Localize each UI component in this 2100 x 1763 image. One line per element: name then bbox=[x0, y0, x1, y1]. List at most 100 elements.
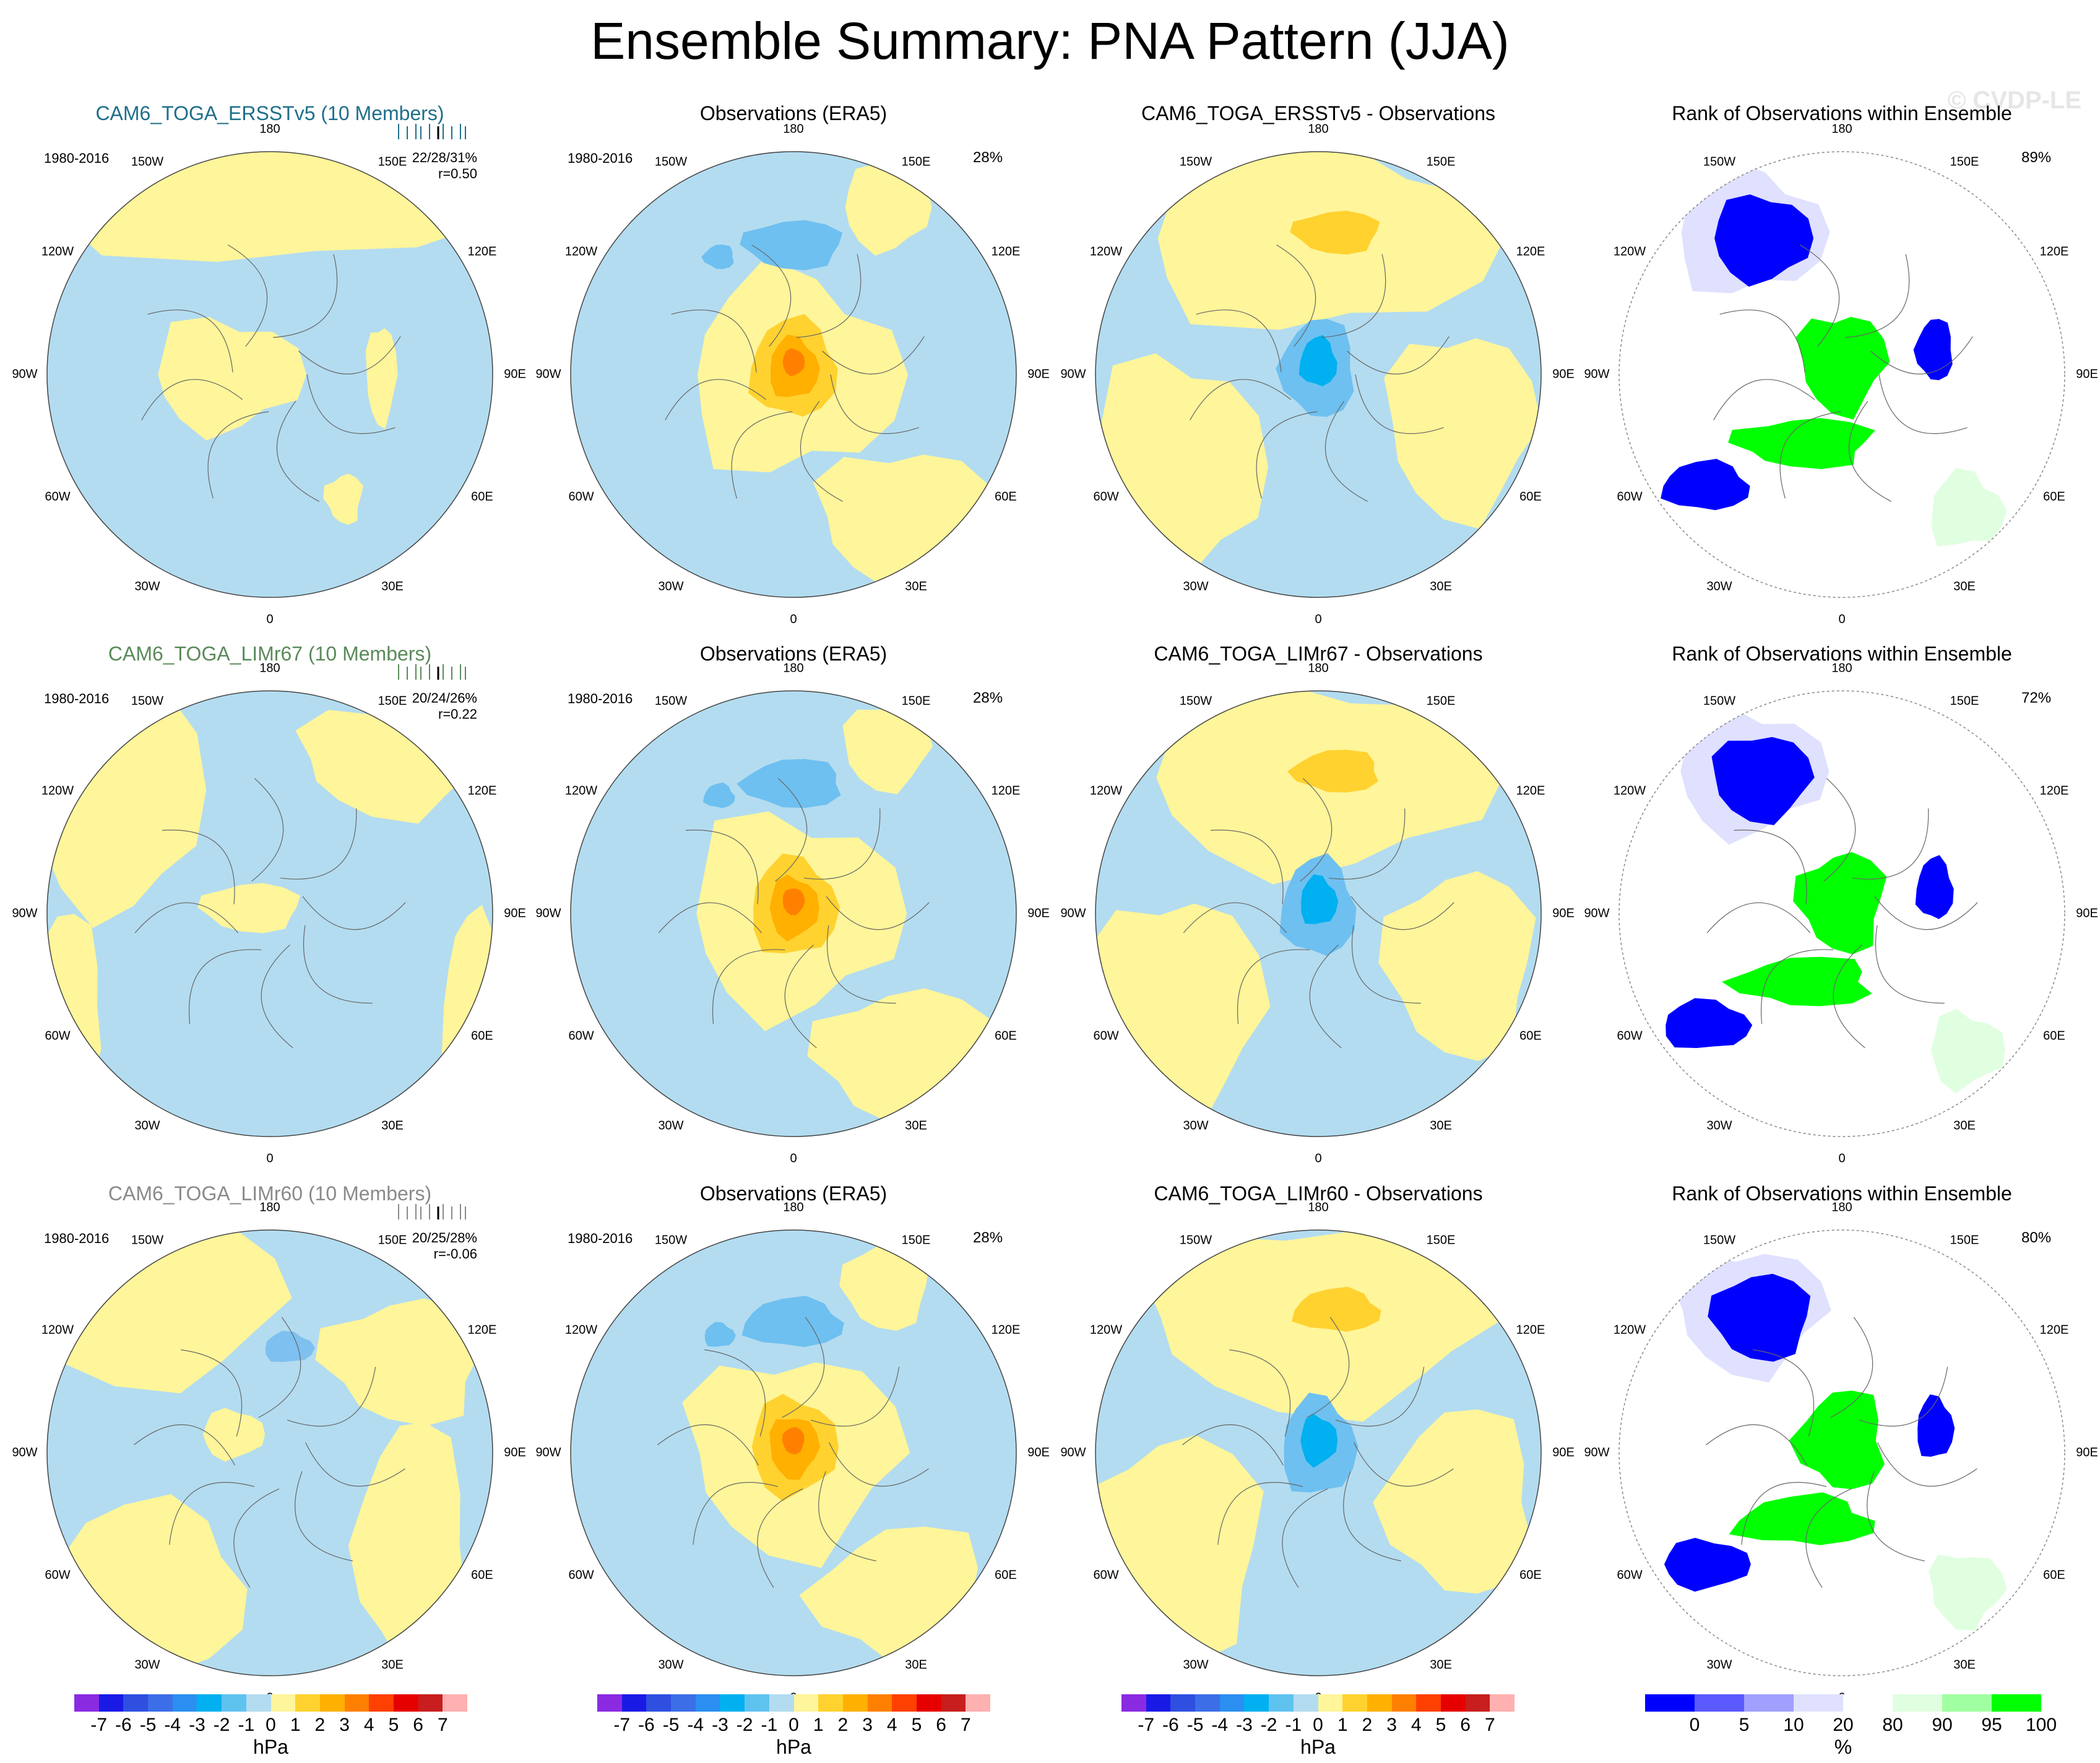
period-label: 1980-2016 bbox=[568, 691, 633, 706]
pct-colorbar-swatch bbox=[1942, 1694, 1992, 1712]
hpa-colorbar-swatch bbox=[222, 1694, 246, 1712]
coastline bbox=[305, 1442, 405, 1487]
coastline bbox=[1830, 1317, 1873, 1418]
coastline bbox=[1833, 945, 1865, 1049]
coastline bbox=[1347, 336, 1450, 375]
hpa-colorbar-swatch bbox=[1195, 1694, 1220, 1712]
model-map bbox=[46, 151, 493, 598]
coastline bbox=[302, 896, 406, 930]
longitude-label: 60W bbox=[568, 490, 594, 504]
period-label: 1980-2016 bbox=[568, 1231, 633, 1246]
map-boundary bbox=[1095, 151, 1542, 598]
longitude-label: 60E bbox=[2043, 490, 2065, 504]
hpa-colorbar-tick: 6 bbox=[936, 1715, 946, 1735]
longitude-label: 90E bbox=[1552, 906, 1575, 920]
longitude-label: 90E bbox=[1027, 906, 1050, 920]
map-boundary bbox=[46, 151, 493, 598]
hpa-colorbar-swatch bbox=[197, 1694, 222, 1712]
coastline bbox=[784, 945, 817, 1049]
longitude-label: 150W bbox=[1179, 1233, 1212, 1247]
period-label: 1980-2016 bbox=[44, 150, 110, 166]
longitude-label: 90W bbox=[535, 1445, 561, 1460]
coastline bbox=[1355, 374, 1444, 435]
coastline bbox=[757, 1488, 803, 1588]
hpa-colorbar-swatch bbox=[671, 1694, 696, 1712]
hpa-colorbar-swatch bbox=[246, 1694, 271, 1712]
longitude-label: 60W bbox=[1093, 490, 1119, 504]
obs-pct-variance: 28% bbox=[973, 690, 1003, 706]
longitude-label: 150E bbox=[378, 694, 407, 708]
coastline bbox=[228, 245, 268, 347]
longitude-label: 60W bbox=[1617, 1568, 1643, 1582]
pct-colorbar-swatch bbox=[1992, 1694, 2041, 1712]
longitude-label: 120W bbox=[564, 784, 598, 798]
model-contour-region bbox=[48, 152, 493, 262]
longitude-label: 0 bbox=[790, 1151, 797, 1166]
hpa-colorbar-tick: 4 bbox=[1411, 1715, 1422, 1735]
coastline bbox=[169, 1482, 255, 1545]
diff-contour-region bbox=[1378, 871, 1536, 1062]
rank-contour-region bbox=[1728, 418, 1875, 469]
longitude-label: 90W bbox=[535, 367, 561, 381]
coastline bbox=[251, 778, 284, 882]
hpa-colorbar-tick: -4 bbox=[687, 1715, 704, 1735]
longitude-label: 30E bbox=[381, 1658, 404, 1672]
hpa-colorbar-swatch bbox=[1490, 1694, 1515, 1712]
hpa-colorbar-tick: -6 bbox=[1162, 1715, 1179, 1735]
period-label: 1980-2016 bbox=[568, 150, 633, 166]
longitude-label: 90E bbox=[1552, 1445, 1575, 1460]
hpa-colorbar-swatch bbox=[769, 1694, 794, 1712]
longitude-label: 30W bbox=[658, 1658, 684, 1672]
longitude-label: 0 bbox=[266, 1151, 274, 1166]
longitude-label: 150E bbox=[1950, 694, 1979, 708]
longitude-label: 30W bbox=[134, 579, 160, 594]
longitude-label: 30E bbox=[381, 579, 404, 594]
coastline bbox=[1734, 830, 1807, 904]
coastline bbox=[751, 245, 792, 347]
longitude-label: 30E bbox=[905, 1119, 927, 1133]
longitude-label: 120W bbox=[1613, 245, 1646, 259]
longitude-label: 0 bbox=[1838, 612, 1846, 626]
coastline bbox=[207, 411, 269, 499]
hpa-colorbar-tick: 2 bbox=[314, 1715, 326, 1735]
coastline bbox=[1196, 310, 1282, 373]
coastline bbox=[665, 379, 767, 420]
obs-contour-region bbox=[740, 220, 843, 271]
longitude-label: 120E bbox=[2039, 1323, 2069, 1337]
longitude-label: 120W bbox=[41, 1323, 74, 1337]
pct-colorbar-swatch bbox=[1744, 1694, 1794, 1712]
diff-map bbox=[1095, 690, 1542, 1137]
rank-contour-region bbox=[1917, 1394, 1955, 1457]
hpa-colorbar-swatch bbox=[1244, 1694, 1269, 1712]
longitude-label: 150E bbox=[1426, 694, 1456, 708]
coastline bbox=[818, 1471, 876, 1562]
longitude-label: 150E bbox=[378, 1233, 407, 1247]
period-label: 1980-2016 bbox=[44, 1231, 110, 1246]
coastline bbox=[1848, 401, 1891, 502]
longitude-label: 90W bbox=[12, 906, 38, 920]
longitude-label: 120W bbox=[564, 245, 598, 259]
hpa-colorbar-swatch bbox=[867, 1694, 892, 1712]
hpa-colorbar-swatch bbox=[597, 1694, 622, 1712]
coastline bbox=[1182, 1424, 1284, 1466]
longitude-label: 60E bbox=[1519, 1568, 1542, 1582]
hpa-colorbar-swatch bbox=[1391, 1694, 1417, 1712]
longitude-label: 150E bbox=[378, 155, 407, 169]
coastline bbox=[685, 830, 759, 904]
diff-contour-region bbox=[1373, 1409, 1533, 1594]
coastline bbox=[1237, 949, 1310, 1024]
longitude-label: 120E bbox=[1516, 1323, 1545, 1337]
coastline bbox=[162, 830, 235, 904]
model-contour-region bbox=[315, 1298, 490, 1426]
hpa-colorbar-tick: -3 bbox=[712, 1715, 728, 1735]
model-contour-region bbox=[266, 1330, 315, 1362]
longitude-label: 90W bbox=[1584, 906, 1610, 920]
model-map bbox=[46, 690, 493, 1137]
hpa-colorbar-unit: hPa bbox=[253, 1736, 288, 1758]
obs-panel-title: Observations (ERA5) bbox=[699, 102, 888, 124]
hpa-colorbar-swatch bbox=[172, 1694, 197, 1712]
rank-pct: 80% bbox=[2021, 1229, 2052, 1246]
map-boundary bbox=[1618, 690, 2065, 1137]
longitude-label: 180 bbox=[1308, 1200, 1329, 1215]
hpa-colorbar-tick: 1 bbox=[1337, 1715, 1348, 1735]
